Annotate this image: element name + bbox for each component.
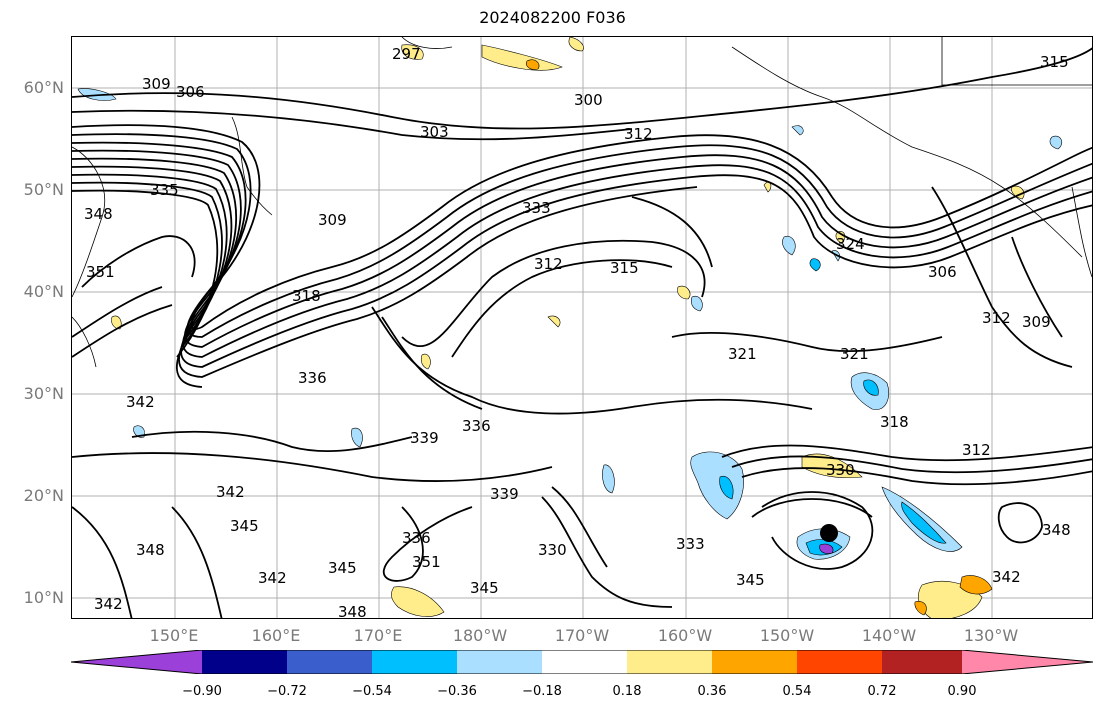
contour-label: 306	[176, 83, 205, 101]
contour-label: 345	[736, 571, 765, 589]
contour-label: 324	[836, 235, 865, 253]
lat-label-50n: 50°N	[23, 180, 64, 199]
contour-label: 309	[142, 75, 171, 93]
colorbar-tick-label: −0.72	[267, 684, 307, 699]
contour-label: 351	[86, 263, 115, 281]
colorbar-tick-label: 0.36	[697, 684, 727, 699]
lon-label-140w: 140°W	[861, 626, 917, 645]
contour-label: 321	[840, 345, 869, 363]
contour-label: 335	[150, 181, 179, 199]
contour-label: 348	[1042, 521, 1071, 539]
colorbar-tick-label: −0.90	[182, 684, 222, 699]
lon-label-180w: 180°W	[452, 626, 508, 645]
colorbar-bin	[797, 650, 882, 674]
lat-label-30n: 30°N	[23, 384, 64, 403]
lon-label-170w: 170°W	[554, 626, 610, 645]
colorbar-bin	[372, 650, 457, 674]
colorbar-bin	[542, 650, 627, 674]
map-svg: 297 309 306 300 303 312 315 333 309 318 …	[72, 37, 1092, 619]
contour-label: 342	[258, 569, 287, 587]
contour-label: 312	[624, 125, 653, 143]
contour-label: 345	[328, 559, 357, 577]
contour-label: 300	[574, 91, 603, 109]
contour-label: 345	[230, 517, 259, 535]
shaded-fields	[77, 37, 1063, 618]
contour-label: 342	[216, 483, 245, 501]
contour-label: 321	[728, 345, 757, 363]
colorbar-bin	[202, 650, 287, 674]
colorbar-tick-label: 0.18	[612, 684, 642, 699]
lat-label-20n: 20°N	[23, 486, 64, 505]
colorbar-bin	[627, 650, 712, 674]
map-panel: 297 309 306 300 303 312 315 333 309 318 …	[71, 36, 1093, 619]
contour-label: 315	[610, 259, 639, 277]
colorbar-bin	[712, 650, 797, 674]
lon-label-130w: 130°W	[963, 626, 1019, 645]
contour-label: 339	[490, 485, 519, 503]
colorbar-bin	[287, 650, 372, 674]
contour-label: 348	[338, 603, 367, 619]
contour-label: 336	[298, 369, 327, 387]
colorbar-bin	[882, 650, 962, 674]
map-title: 2024082200 F036	[479, 8, 626, 27]
contour-label: 318	[292, 287, 321, 305]
contour-label: 318	[880, 413, 909, 431]
lon-label-170e: 170°E	[353, 626, 403, 645]
colorbar-tick-label: 0.72	[867, 684, 897, 699]
colorbar-tick-label: −0.54	[352, 684, 392, 699]
lat-label-60n: 60°N	[23, 78, 64, 97]
contour-label: 351	[412, 553, 441, 571]
contour-label: 348	[136, 541, 165, 559]
colorbar-tick-label: 0.90	[947, 684, 977, 699]
contour-label: 339	[410, 429, 439, 447]
contour-label: 348	[84, 205, 113, 223]
contour-label: 336	[402, 529, 431, 547]
colorbar-extend-low	[71, 650, 202, 674]
contour-label: 345	[470, 579, 499, 597]
contour-label: 306	[928, 263, 957, 281]
contour-label: 336	[462, 417, 491, 435]
contour-label: 303	[420, 123, 449, 141]
lat-label-40n: 40°N	[23, 282, 64, 301]
contour-label: 330	[826, 461, 855, 479]
contour-label: 330	[538, 541, 567, 559]
lon-label-150e: 150°E	[149, 626, 199, 645]
contour-label: 342	[94, 595, 123, 613]
contour-label: 297	[392, 45, 421, 63]
colorbar-tick-label: −0.18	[522, 684, 562, 699]
colorbar	[71, 650, 1093, 674]
contour-label: 312	[982, 309, 1011, 327]
colorbar-bin	[457, 650, 542, 674]
colorbar-tick-label: 0.54	[782, 684, 812, 699]
lat-label-10n: 10°N	[23, 588, 64, 607]
contour-label: 333	[522, 199, 551, 217]
contour-label: 312	[534, 255, 563, 273]
contour-label: 315	[1040, 53, 1069, 71]
typhoon-center-marker	[820, 524, 838, 542]
contour-label-group: 297 309 306 300 303 312 315 333 309 318 …	[84, 45, 1071, 619]
lon-label-160w: 160°W	[657, 626, 713, 645]
lon-label-160e: 160°E	[251, 626, 301, 645]
contour-label: 312	[962, 441, 991, 459]
colorbar-extend-high	[962, 650, 1093, 674]
colorbar-tick-label: −0.36	[437, 684, 477, 699]
coastlines	[72, 37, 1092, 368]
contour-label: 309	[318, 211, 347, 229]
contour-label: 342	[992, 568, 1021, 586]
lon-label-150w: 150°W	[759, 626, 815, 645]
contour-lines	[72, 47, 1092, 618]
contour-label: 342	[126, 393, 155, 411]
contour-label: 333	[676, 535, 705, 553]
contour-label: 309	[1022, 313, 1051, 331]
